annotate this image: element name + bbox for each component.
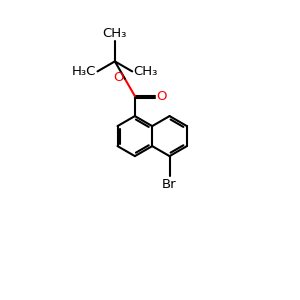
Text: CH₃: CH₃	[103, 27, 127, 40]
Text: Br: Br	[162, 178, 177, 191]
Text: H₃C: H₃C	[72, 65, 96, 78]
Text: CH₃: CH₃	[134, 65, 158, 78]
Text: O: O	[113, 71, 123, 85]
Text: O: O	[156, 90, 167, 103]
